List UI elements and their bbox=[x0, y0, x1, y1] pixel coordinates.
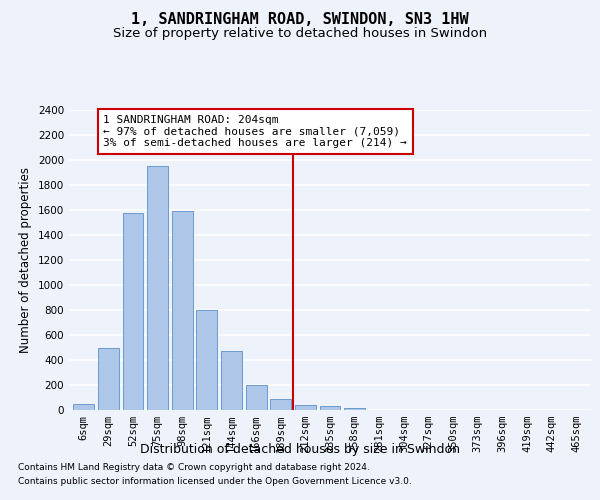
Bar bbox=[172, 211, 193, 410]
Text: Contains public sector information licensed under the Open Government Licence v3: Contains public sector information licen… bbox=[18, 477, 412, 486]
Bar bbox=[344, 408, 365, 410]
Bar bbox=[147, 166, 168, 410]
Bar bbox=[122, 213, 143, 410]
Text: 1, SANDRINGHAM ROAD, SWINDON, SN3 1HW: 1, SANDRINGHAM ROAD, SWINDON, SN3 1HW bbox=[131, 12, 469, 28]
Bar bbox=[245, 385, 266, 410]
Text: Distribution of detached houses by size in Swindon: Distribution of detached houses by size … bbox=[140, 442, 460, 456]
Text: 1 SANDRINGHAM ROAD: 204sqm
← 97% of detached houses are smaller (7,059)
3% of se: 1 SANDRINGHAM ROAD: 204sqm ← 97% of deta… bbox=[103, 115, 407, 148]
Bar bbox=[320, 406, 340, 410]
Y-axis label: Number of detached properties: Number of detached properties bbox=[19, 167, 32, 353]
Bar bbox=[221, 350, 242, 410]
Bar bbox=[98, 348, 119, 410]
Text: Contains HM Land Registry data © Crown copyright and database right 2024.: Contains HM Land Registry data © Crown c… bbox=[18, 464, 370, 472]
Bar bbox=[270, 399, 291, 410]
Bar bbox=[196, 310, 217, 410]
Bar bbox=[295, 405, 316, 410]
Bar bbox=[73, 404, 94, 410]
Text: Size of property relative to detached houses in Swindon: Size of property relative to detached ho… bbox=[113, 28, 487, 40]
